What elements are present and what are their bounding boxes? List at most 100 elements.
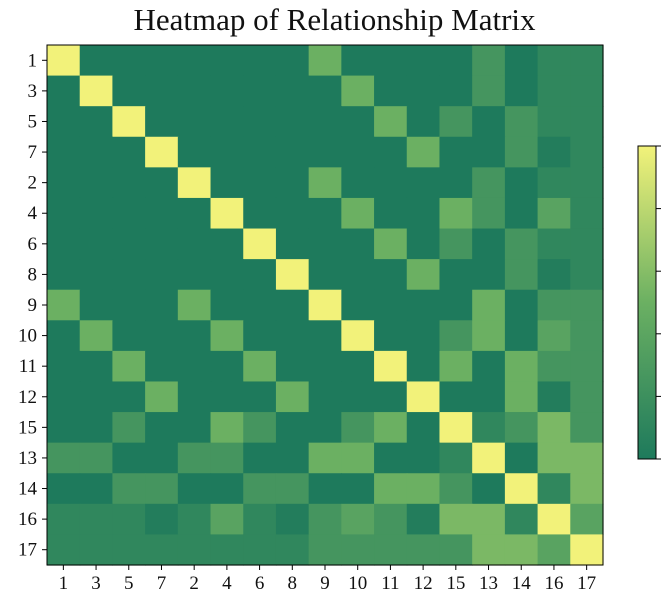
heatmap-cell <box>374 197 408 230</box>
heatmap-cell <box>374 412 408 444</box>
heatmap-cell <box>79 503 114 536</box>
heatmap-cell <box>243 320 277 352</box>
heatmap-cell <box>177 136 212 168</box>
heatmap-cell <box>439 106 473 138</box>
heatmap-cell <box>79 320 114 352</box>
heatmap-cell <box>472 259 506 291</box>
heatmap-cell <box>504 534 539 566</box>
heatmap-cells <box>47 45 604 566</box>
heatmap-cell <box>406 259 441 291</box>
heatmap-cell <box>177 534 212 566</box>
heatmap-cell <box>341 45 375 77</box>
heatmap-cell <box>210 75 244 107</box>
heatmap-cell <box>341 136 375 168</box>
heatmap-cell <box>504 259 539 291</box>
heatmap-cell <box>177 167 212 199</box>
heatmap-cell <box>145 412 179 444</box>
heatmap-cell <box>47 45 81 77</box>
heatmap-cell <box>308 534 342 566</box>
heatmap-cell <box>275 106 310 138</box>
x-axis: 1 3 5 7 2 4 6 8 9 10 11 12 15 13 14 16 17 <box>59 565 596 594</box>
heatmap-cell <box>79 442 114 474</box>
x-tick-label: 3 <box>91 573 101 594</box>
heatmap-cell <box>112 75 146 107</box>
heatmap-cell <box>47 412 81 444</box>
heatmap-cell <box>210 136 244 168</box>
heatmap-cell <box>308 45 342 77</box>
heatmap-cell <box>537 136 571 168</box>
heatmap-cell <box>570 75 604 107</box>
heatmap-cell <box>504 45 539 77</box>
heatmap-cell <box>341 350 375 383</box>
heatmap-cell <box>145 320 179 352</box>
heatmap-cell <box>79 45 114 77</box>
heatmap-cell <box>145 503 179 536</box>
heatmap-cell <box>210 534 244 566</box>
heatmap-cell <box>406 350 441 383</box>
heatmap-cell <box>406 228 441 260</box>
heatmap-cell <box>243 45 277 77</box>
heatmap-cell <box>79 106 114 138</box>
heatmap-cell <box>145 75 179 107</box>
heatmap-cell <box>439 320 473 352</box>
heatmap-cell <box>341 381 375 413</box>
heatmap-cell <box>504 228 539 260</box>
heatmap-cell <box>439 534 473 566</box>
heatmap-cell <box>472 197 506 230</box>
heatmap-cell <box>145 197 179 230</box>
heatmap-cell <box>210 350 244 383</box>
heatmap-cell <box>472 75 506 107</box>
heatmap-cell <box>243 350 277 383</box>
x-tick-label: 5 <box>124 573 134 594</box>
heatmap-cell <box>275 197 310 230</box>
heatmap-cell <box>243 412 277 444</box>
heatmap-cell <box>275 350 310 383</box>
heatmap-cell <box>570 167 604 199</box>
heatmap-cell <box>537 259 571 291</box>
x-tick-label: 15 <box>446 573 465 594</box>
heatmap-cell <box>570 106 604 138</box>
heatmap-cell <box>439 503 473 536</box>
heatmap-cell <box>308 412 342 444</box>
heatmap-cell <box>374 228 408 260</box>
heatmap-cell <box>47 259 81 291</box>
heatmap-cell <box>79 289 114 321</box>
heatmap-cell <box>472 45 506 77</box>
heatmap-cell <box>341 259 375 291</box>
heatmap-cell <box>537 45 571 77</box>
y-tick-label: 12 <box>18 387 37 408</box>
heatmap-cell <box>243 259 277 291</box>
heatmap-cell <box>374 350 408 383</box>
y-tick-label: 10 <box>18 326 37 347</box>
heatmap-cell <box>210 167 244 199</box>
x-tick-label: 1 <box>59 573 69 594</box>
heatmap-cell <box>406 473 441 505</box>
heatmap-cell <box>504 197 539 230</box>
heatmap-cell <box>308 75 342 107</box>
heatmap-cell <box>145 167 179 199</box>
heatmap-cell <box>472 381 506 413</box>
heatmap-cell <box>504 350 539 383</box>
heatmap-cell <box>341 106 375 138</box>
heatmap-cell <box>374 503 408 536</box>
heatmap-cell <box>406 381 441 413</box>
x-tick-label: 14 <box>512 573 532 594</box>
heatmap-cell <box>112 167 146 199</box>
y-tick-label: 4 <box>28 203 38 224</box>
heatmap-cell <box>374 106 408 138</box>
heatmap-cell <box>275 45 310 77</box>
heatmap-cell <box>210 381 244 413</box>
heatmap-cell <box>537 350 571 383</box>
colorbar-gradient <box>637 145 657 460</box>
heatmap-cell <box>275 289 310 321</box>
heatmap-cell <box>341 473 375 505</box>
heatmap-cell <box>47 320 81 352</box>
heatmap-cell <box>79 228 114 260</box>
heatmap-cell <box>341 503 375 536</box>
heatmap-cell <box>177 106 212 138</box>
heatmap-cell <box>472 534 506 566</box>
heatmap-cell <box>504 136 539 168</box>
heatmap-cell <box>243 534 277 566</box>
heatmap-cell <box>570 503 604 536</box>
